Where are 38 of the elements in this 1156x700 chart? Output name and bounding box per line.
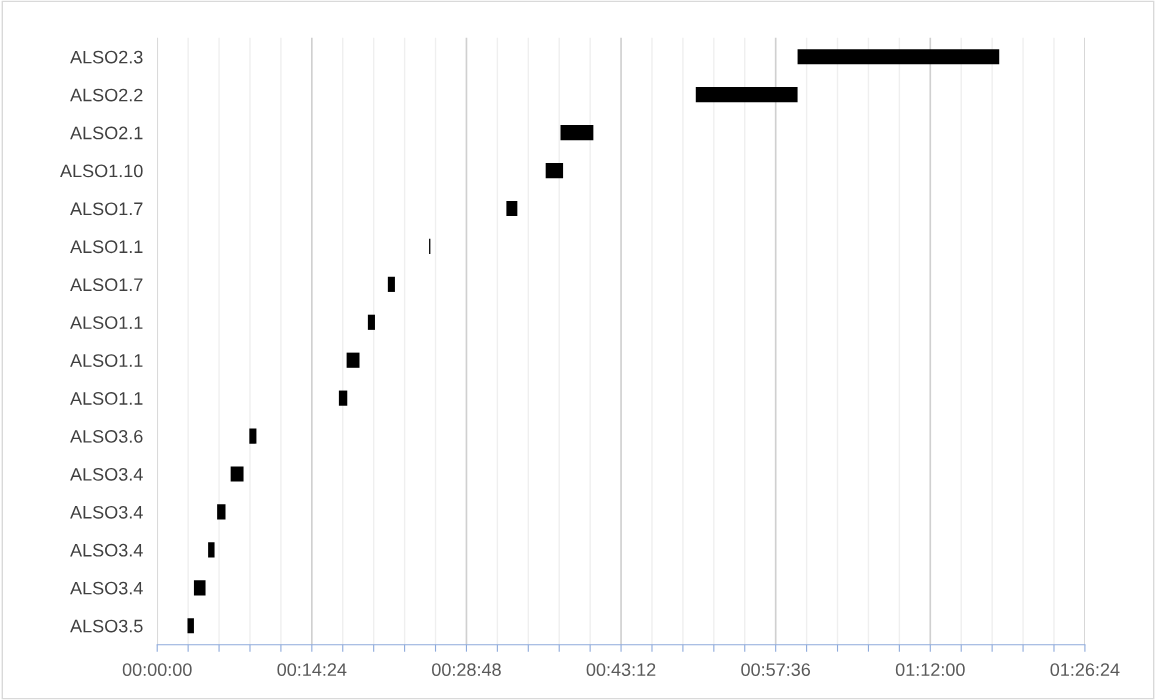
x-tick-label: 00:14:24 — [277, 663, 347, 677]
y-tick-label: ALSO3.4 — [70, 467, 143, 481]
y-tick-label: ALSO1.1 — [70, 240, 143, 254]
bar — [560, 125, 594, 141]
bar — [187, 618, 194, 634]
y-tick-label: ALSO3.5 — [70, 619, 143, 633]
y-tick-label: ALSO3.4 — [70, 505, 143, 519]
y-tick-label: ALSO1.1 — [70, 354, 143, 367]
y-tick-label: ALSO1.1 — [70, 392, 143, 405]
bar — [230, 466, 244, 482]
bar — [346, 352, 360, 368]
bar — [387, 276, 395, 292]
x-tick-label: 01:12:00 — [895, 663, 965, 677]
bar — [695, 87, 798, 103]
x-tick-label: 00:43:12 — [586, 663, 656, 677]
y-tick-label: ALSO2.1 — [70, 126, 143, 140]
x-tick-label: 01:26:24 — [1050, 663, 1120, 677]
y-tick-label: ALSO3.6 — [70, 430, 143, 443]
y-tick-label: ALSO2.3 — [70, 50, 143, 64]
y-tick-label: ALSO2.2 — [70, 88, 143, 102]
y-tick-label: ALSO1.10 — [60, 164, 143, 178]
bar — [249, 428, 257, 444]
x-tick-label: 00:57:36 — [741, 663, 811, 677]
bar — [545, 162, 564, 179]
bar — [506, 200, 518, 217]
y-tick-label: ALSO3.4 — [70, 543, 143, 557]
bar — [208, 542, 215, 558]
y-tick-label: ALSO1.7 — [70, 202, 143, 216]
bar — [217, 504, 226, 520]
y-tick-label: ALSO1.7 — [70, 278, 143, 292]
bar — [797, 49, 1000, 65]
x-tick-label: 00:28:48 — [432, 663, 501, 677]
bar — [193, 580, 206, 596]
y-tick-label: ALSO3.4 — [70, 581, 143, 595]
bar — [338, 390, 348, 406]
y-tick-label: ALSO1.1 — [70, 316, 143, 329]
bar — [367, 314, 375, 330]
x-tick-label: 00:00:00 — [122, 663, 192, 677]
